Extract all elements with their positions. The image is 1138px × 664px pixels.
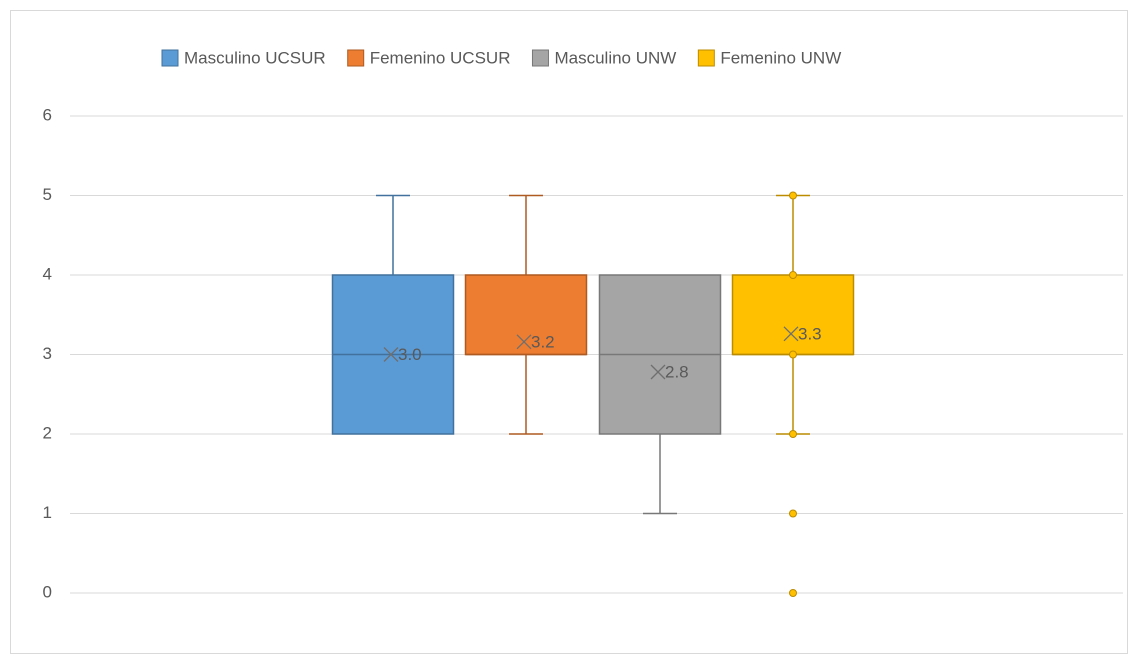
y-tick-label: 5: [43, 185, 52, 204]
legend-label: Masculino UCSUR: [184, 48, 326, 67]
legend-swatch: [161, 49, 179, 67]
box: [464, 274, 588, 356]
legend-swatch: [697, 49, 715, 67]
y-tick-label: 2: [43, 423, 52, 442]
mean-label: 2.8: [665, 362, 689, 381]
legend-swatch: [531, 49, 549, 67]
point: [789, 271, 797, 279]
mean-label: 3.2: [531, 332, 555, 351]
mean-marker: [783, 326, 799, 342]
mean-label: 3.3: [798, 324, 822, 343]
point: [789, 191, 797, 200]
y-tick-label: 1: [43, 503, 52, 522]
legend-label: Femenino UCSUR: [370, 48, 511, 67]
legend-label: Femenino UNW: [720, 48, 841, 67]
point: [789, 350, 797, 359]
mean-marker: [650, 364, 666, 380]
legend-label: Masculino UNW: [554, 48, 676, 67]
y-tick-label: 3: [43, 344, 52, 363]
mean-label: 3.0: [398, 345, 422, 364]
y-tick-label: 4: [43, 264, 52, 283]
legend-swatch: [347, 49, 365, 67]
point: [789, 430, 797, 438]
mean-marker: [383, 347, 399, 362]
point: [789, 509, 797, 518]
mean-marker: [516, 334, 532, 350]
point: [789, 589, 797, 597]
box: [731, 274, 855, 356]
y-tick-label: 6: [43, 105, 52, 124]
y-tick-label: 0: [43, 582, 52, 601]
